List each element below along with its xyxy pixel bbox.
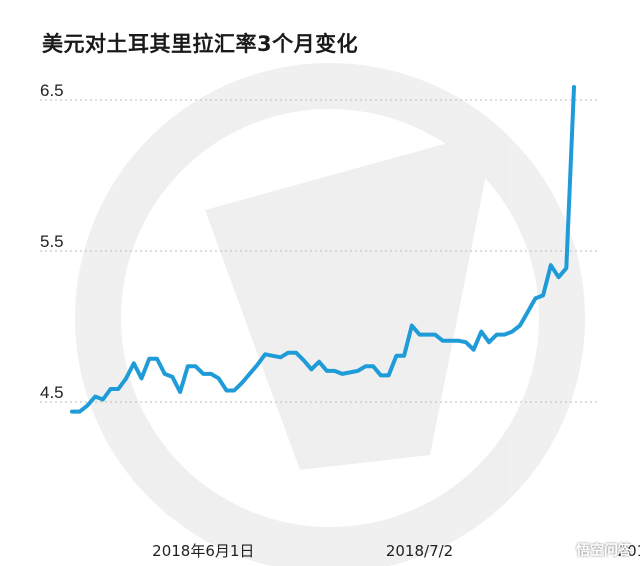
watermark-logo-icon [75, 63, 585, 566]
series-line [70, 85, 576, 414]
y-tick-label: 4.5 [40, 383, 64, 402]
x-tick-label: 2018年6月1日 [152, 542, 254, 560]
y-tick-label: 5.5 [40, 232, 64, 251]
x-tick-label: 2018/7/2 [386, 542, 453, 560]
series-layer [70, 85, 576, 414]
chart-title: 美元对土耳其里拉汇率3个月变化 [42, 32, 359, 56]
x-tick-label: 2018/8/1 [618, 542, 640, 560]
grid-lines [40, 99, 600, 403]
y-tick-label: 6.5 [40, 81, 64, 100]
y-axis: 6.5 5.5 4.5 [40, 81, 64, 402]
watermark-text: 悟空问答 [576, 543, 632, 559]
x-axis: 2018年6月1日 2018/7/2 2018/8/1 [152, 542, 640, 560]
